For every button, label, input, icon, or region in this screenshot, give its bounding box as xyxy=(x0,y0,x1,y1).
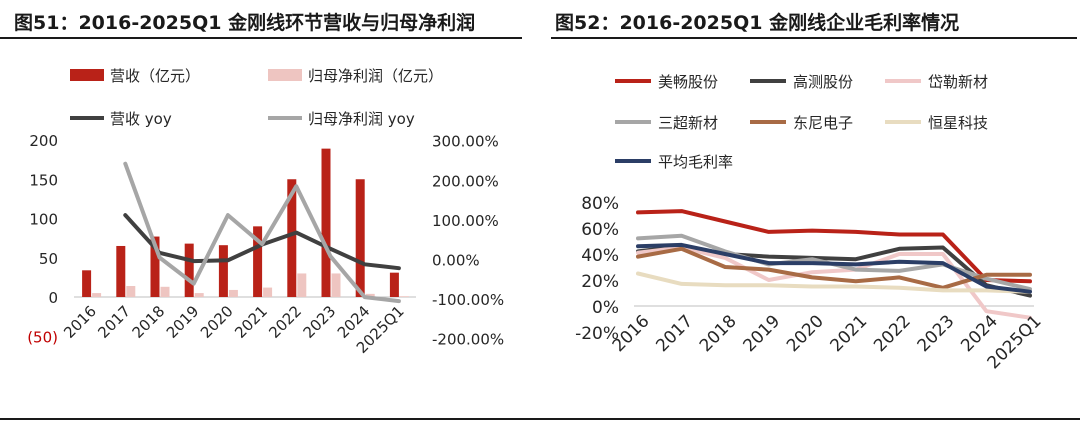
right-chart-title: 图52：2016-2025Q1 金刚线企业毛利率情况 xyxy=(555,12,960,34)
x-axis-tick-label: 2018 xyxy=(696,311,741,356)
bar-revenue xyxy=(287,179,297,297)
x-axis-tick-label: 2020 xyxy=(783,311,828,356)
x-axis-tick-label: 2022 xyxy=(870,311,915,356)
legend-swatch-1 xyxy=(268,69,302,81)
bar-revenue xyxy=(253,226,263,297)
bar-revenue xyxy=(82,270,92,297)
bar-net-profit xyxy=(228,289,238,297)
legend-label-3: 三超新材 xyxy=(658,114,718,132)
bar-revenue xyxy=(116,245,126,297)
series-line-5 xyxy=(636,271,1032,294)
bar-net-profit xyxy=(263,287,273,297)
left-chart-title: 图51：2016-2025Q1 金刚线环节营收与归母净利润 xyxy=(14,12,476,34)
left-axis-tick-label: (50) xyxy=(27,328,58,346)
right-axis-tick-label: -100.00% xyxy=(432,291,504,309)
bar-net-profit xyxy=(160,286,170,297)
y-axis-tick-label: 60% xyxy=(581,220,619,240)
right-chart-panel: 图52：2016-2025Q1 金刚线企业毛利率情况 美畅股份 高测股份 岱勒新材三… xyxy=(545,0,1080,424)
x-axis-tick-label: 2018 xyxy=(129,302,169,342)
line-net-profit-yoy xyxy=(123,161,401,304)
bar-revenue xyxy=(355,179,365,297)
x-axis-tick-label: 2023 xyxy=(300,302,340,342)
right-title-rule xyxy=(551,37,1077,39)
x-axis-tick-label: 2017 xyxy=(94,302,134,342)
bar-revenue xyxy=(218,245,228,297)
y-axis-tick-label: 40% xyxy=(581,246,619,266)
left-axis-tick-label: 100 xyxy=(29,211,58,229)
bar-revenue xyxy=(321,148,331,297)
legend-label-0: 美畅股份 xyxy=(658,73,718,91)
legend-label-2: 岱勒新材 xyxy=(928,73,988,91)
x-axis-tick-label: 2019 xyxy=(739,311,784,356)
bottom-rule xyxy=(0,418,1080,420)
y-axis-tick-label: 80% xyxy=(581,194,619,214)
left-chart-svg: 营收（亿元） 归母净利润（亿元） 营收 yoy 归母净利润 yoy (50) 0 50 100… xyxy=(27,67,504,357)
bar-net-profit xyxy=(331,273,341,297)
left-axis-tick-label: 50 xyxy=(39,250,58,268)
bar-revenue xyxy=(150,236,160,297)
x-axis-tick-label: 2021 xyxy=(827,311,872,356)
legend-label-2: 营收 yoy xyxy=(110,110,172,128)
legend-label-4: 东尼电子 xyxy=(793,114,853,132)
bar-net-profit xyxy=(399,296,409,297)
bar-net-profit xyxy=(365,293,375,297)
series-line-4 xyxy=(636,246,1032,290)
legend-swatch-0 xyxy=(70,69,104,81)
series-line-6 xyxy=(636,242,1032,294)
x-axis-tick-label: 2023 xyxy=(914,311,959,356)
y-axis-tick-label: 0% xyxy=(592,298,619,318)
legend-label-6: 平均毛利率 xyxy=(658,153,733,171)
y-axis-tick-label: -20% xyxy=(575,324,619,344)
y-axis-tick-label: 20% xyxy=(581,272,619,292)
legend-label-5: 恒星科技 xyxy=(928,114,988,132)
left-chart-panel: 图51：2016-2025Q1 金刚线环节营收与归母净利润 营收（亿元） 归母净利… xyxy=(0,0,530,424)
left-title-rule xyxy=(0,37,522,39)
left-axis-tick-label: 200 xyxy=(29,132,58,150)
x-axis-tick-label: 2022 xyxy=(265,302,305,342)
bar-net-profit xyxy=(126,286,136,297)
x-axis-tick-label: 2017 xyxy=(652,311,697,356)
left-axis-tick-label: 150 xyxy=(29,171,58,189)
left-axis-tick-label: 0 xyxy=(48,289,58,307)
right-axis-tick-label: 100.00% xyxy=(432,212,499,230)
right-axis-tick-label: 200.00% xyxy=(432,172,499,190)
x-axis-tick-label: 2020 xyxy=(197,302,237,342)
legend-label-0: 营收（亿元） xyxy=(110,67,200,85)
x-axis-tick-label: 2019 xyxy=(163,302,203,342)
bar-revenue xyxy=(184,243,194,297)
bar-net-profit xyxy=(297,273,307,297)
right-axis-tick-label: 0.00% xyxy=(432,252,480,270)
legend-label-3: 归母净利润 yoy xyxy=(308,110,415,128)
bar-net-profit xyxy=(92,293,102,297)
right-axis-tick-label: -200.00% xyxy=(432,331,504,349)
x-axis-tick-label: 2016 xyxy=(60,302,100,342)
right-axis-tick-label: 300.00% xyxy=(432,133,499,151)
bar-net-profit xyxy=(194,293,204,297)
bar-revenue xyxy=(389,272,399,297)
series-line-0 xyxy=(636,209,1032,284)
legend-label-1: 高测股份 xyxy=(793,73,853,91)
x-axis-tick-label: 2021 xyxy=(231,302,271,342)
legend-label-1: 归母净利润（亿元） xyxy=(308,67,443,85)
